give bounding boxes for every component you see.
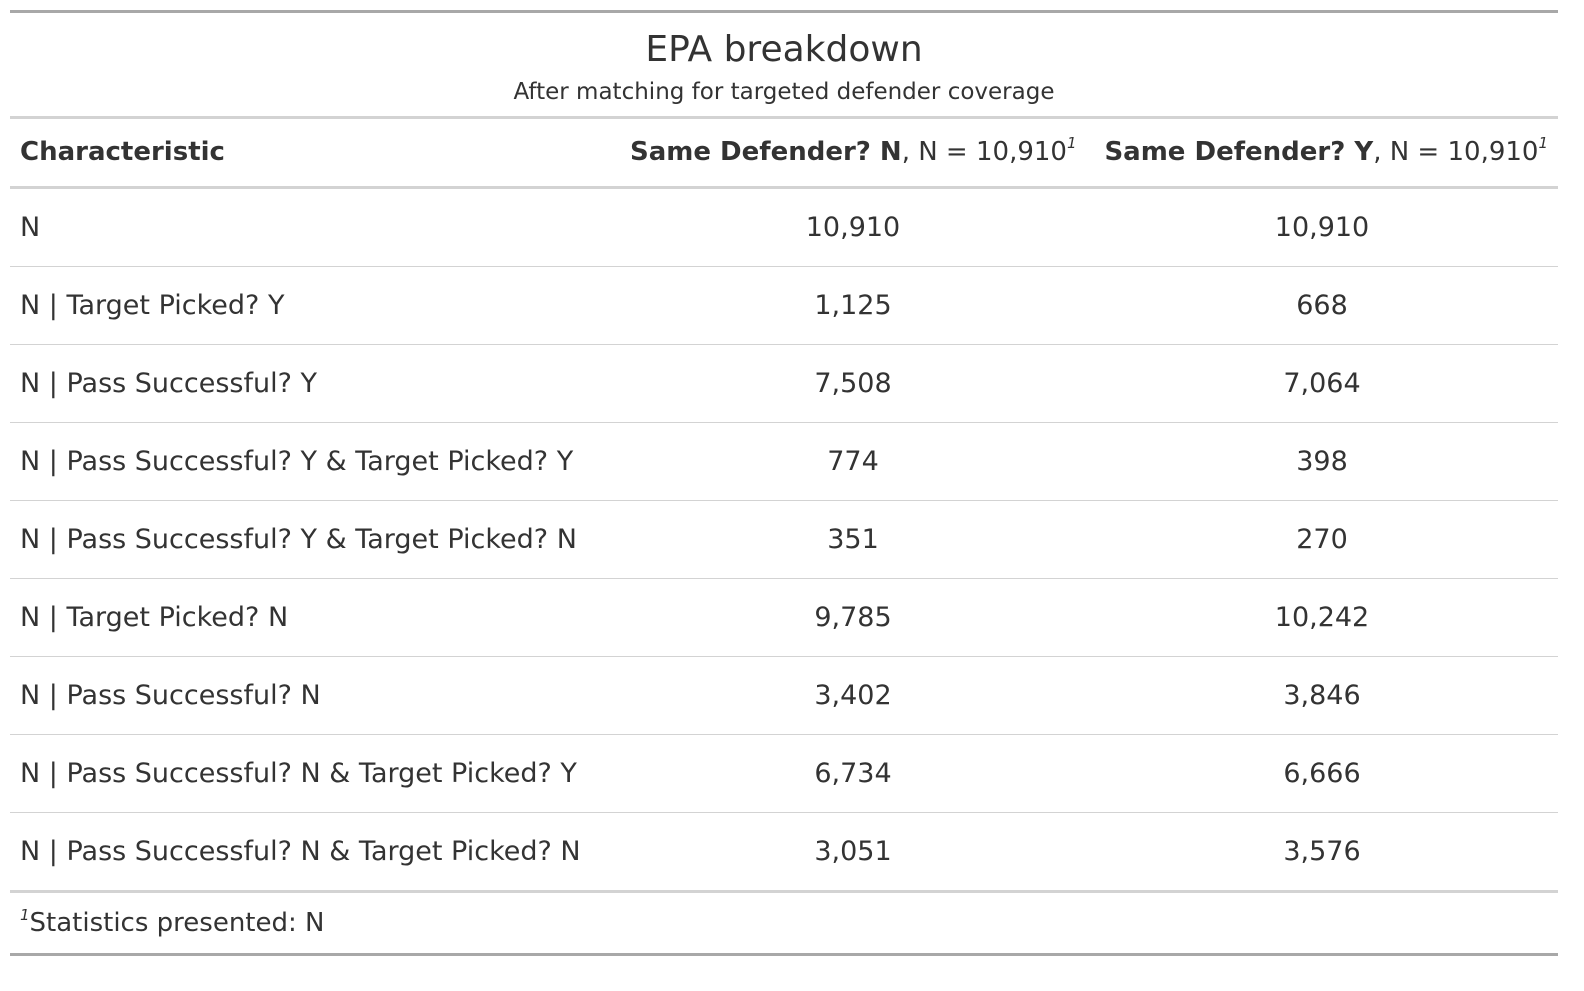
row-label: N | Pass Successful? Y & Target Picked? … [10, 422, 620, 501]
column-header-same-defender-n-count: , N = 10,910 [901, 137, 1067, 167]
row-value-same-defender-y: 7,064 [1086, 344, 1559, 423]
table-subtitle: After matching for targeted defender cov… [10, 70, 1559, 119]
row-label: N | Target Picked? Y [10, 266, 620, 345]
footnote-row: 1Statistics presented: N [10, 891, 1559, 956]
column-header-same-defender-n: Same Defender? N, N = 10,9101 [620, 117, 1086, 189]
footnote-text: Statistics presented: N [29, 908, 325, 938]
table-row: N | Target Picked? N 9,785 10,242 [10, 578, 1559, 657]
row-value-same-defender-y: 10,242 [1086, 578, 1559, 657]
row-value-same-defender-n: 7,508 [620, 344, 1086, 423]
table-row: N | Pass Successful? Y & Target Picked? … [10, 422, 1559, 501]
column-header-characteristic: Characteristic [10, 117, 620, 189]
row-value-same-defender-n: 3,402 [620, 656, 1086, 735]
column-header-row: Characteristic Same Defender? N, N = 10,… [10, 117, 1559, 189]
title-row: EPA breakdown [10, 10, 1559, 70]
row-label: N [10, 187, 620, 267]
row-value-same-defender-y: 398 [1086, 422, 1559, 501]
footnote-mark: 1 [20, 906, 30, 924]
table-row: N | Pass Successful? N & Target Picked? … [10, 734, 1559, 813]
table-row: N | Pass Successful? N 3,402 3,846 [10, 656, 1559, 735]
column-header-same-defender-y-label: Same Defender? Y [1104, 137, 1374, 167]
table-title: EPA breakdown [10, 10, 1559, 70]
summary-table-container: EPA breakdown After matching for targete… [10, 10, 1559, 956]
row-label: N | Pass Successful? N & Target Picked? … [10, 734, 620, 813]
column-header-same-defender-y-footnote-mark: 1 [1538, 134, 1549, 152]
column-header-characteristic-label: Characteristic [20, 137, 225, 167]
row-value-same-defender-n: 774 [620, 422, 1086, 501]
column-header-same-defender-y-count: , N = 10,910 [1373, 137, 1539, 167]
row-value-same-defender-y: 270 [1086, 500, 1559, 579]
row-label: N | Pass Successful? Y [10, 344, 620, 423]
row-value-same-defender-n: 351 [620, 500, 1086, 579]
row-value-same-defender-y: 10,910 [1086, 187, 1559, 267]
row-value-same-defender-n: 10,910 [620, 187, 1086, 267]
table-row: N | Pass Successful? N & Target Picked? … [10, 812, 1559, 893]
column-header-same-defender-y: Same Defender? Y, N = 10,9101 [1086, 117, 1559, 189]
column-header-same-defender-n-footnote-mark: 1 [1066, 134, 1077, 152]
table-footnote: 1Statistics presented: N [10, 891, 1559, 956]
row-value-same-defender-n: 6,734 [620, 734, 1086, 813]
table-row: N 10,910 10,910 [10, 187, 1559, 267]
table-row: N | Pass Successful? Y 7,508 7,064 [10, 344, 1559, 423]
row-value-same-defender-y: 3,576 [1086, 812, 1559, 893]
row-label: N | Target Picked? N [10, 578, 620, 657]
row-value-same-defender-y: 6,666 [1086, 734, 1559, 813]
table-row: N | Pass Successful? Y & Target Picked? … [10, 500, 1559, 579]
row-value-same-defender-y: 3,846 [1086, 656, 1559, 735]
row-label: N | Pass Successful? N [10, 656, 620, 735]
row-value-same-defender-y: 668 [1086, 266, 1559, 345]
table-row: N | Target Picked? Y 1,125 668 [10, 266, 1559, 345]
row-value-same-defender-n: 3,051 [620, 812, 1086, 893]
subtitle-row: After matching for targeted defender cov… [10, 70, 1559, 119]
row-label: N | Pass Successful? N & Target Picked? … [10, 812, 620, 893]
row-label: N | Pass Successful? Y & Target Picked? … [10, 500, 620, 579]
row-value-same-defender-n: 1,125 [620, 266, 1086, 345]
column-header-same-defender-n-label: Same Defender? N [630, 137, 902, 167]
summary-table: EPA breakdown After matching for targete… [10, 10, 1559, 956]
row-value-same-defender-n: 9,785 [620, 578, 1086, 657]
